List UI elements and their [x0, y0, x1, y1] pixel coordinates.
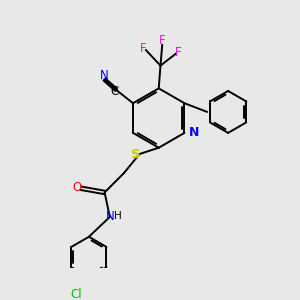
Text: S: S — [131, 148, 141, 160]
Text: N: N — [106, 210, 114, 224]
Text: Cl: Cl — [71, 288, 82, 300]
Text: F: F — [175, 46, 182, 59]
Text: N: N — [100, 70, 109, 83]
Text: O: O — [72, 181, 81, 194]
Text: F: F — [159, 34, 166, 47]
Text: F: F — [140, 42, 147, 55]
Text: C: C — [110, 85, 118, 98]
Text: N: N — [189, 126, 200, 140]
Text: H: H — [114, 211, 122, 221]
